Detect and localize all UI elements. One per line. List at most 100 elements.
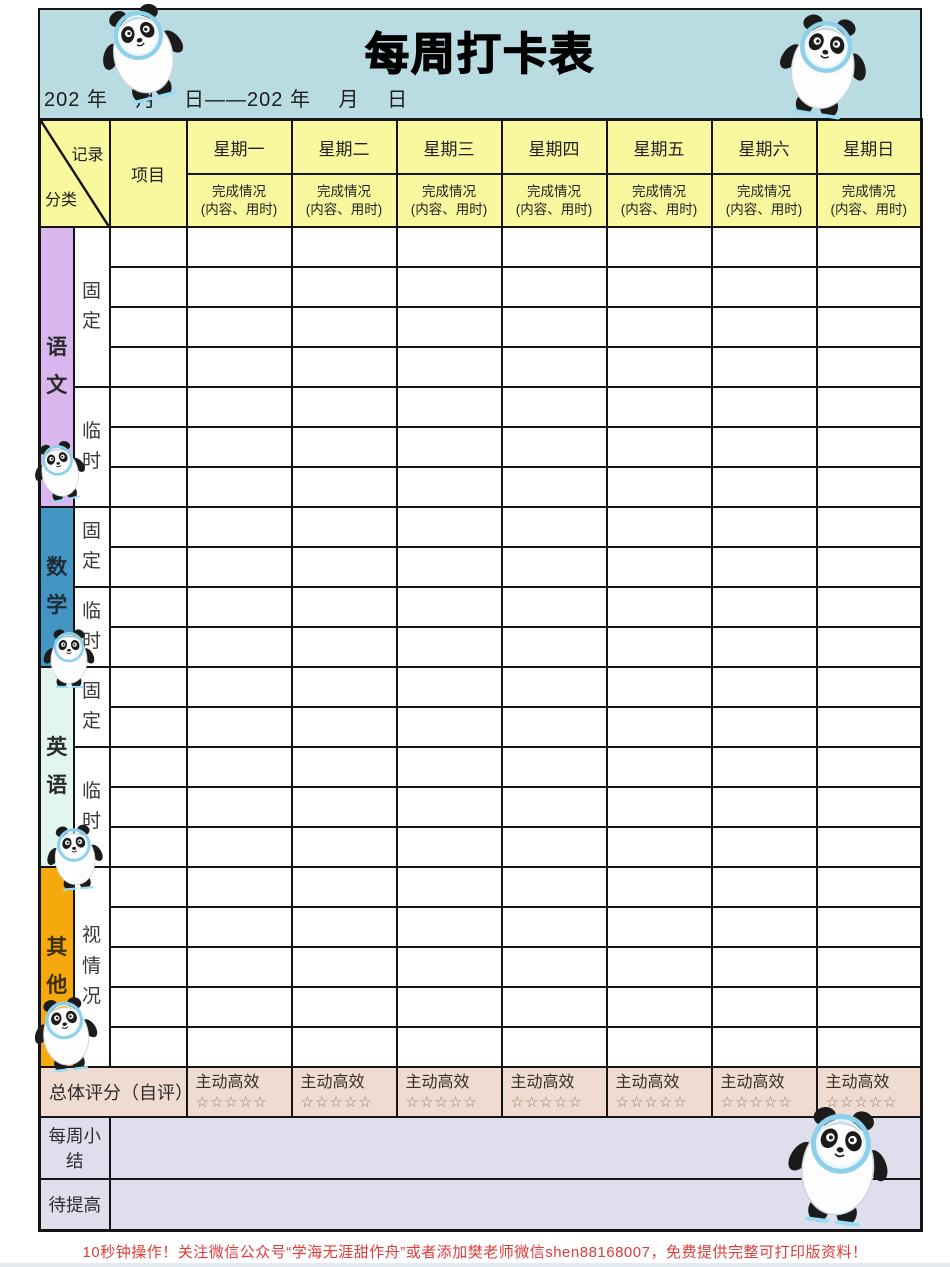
sub-label-text: 临 时	[81, 600, 101, 652]
day-cell	[290, 466, 398, 508]
completion-header-row: 完成情况 (内容、用时) 完成情况 (内容、用时) 完成情况 (内容、用时) 完成情况 (内容…	[40, 173, 923, 228]
rating-cell-5: 主动高效 ☆☆☆☆☆	[605, 1066, 713, 1118]
day-cell	[815, 586, 923, 628]
completion-line2: (内容、用时)	[725, 201, 803, 217]
completion-header-4: 完成情况 (内容、用时)	[500, 173, 608, 228]
day-cell	[290, 506, 398, 548]
day-cell	[500, 586, 608, 628]
body-row-other: 其 他视 情 况	[38, 866, 923, 1068]
day-cell	[185, 226, 293, 268]
day-cell	[395, 346, 503, 388]
day-cell	[605, 346, 713, 388]
day-cell	[710, 946, 818, 988]
day-cell	[290, 666, 398, 708]
day-cell	[290, 1026, 398, 1068]
completion-line1: 完成情况	[212, 183, 266, 199]
completion-header-5: 完成情况 (内容、用时)	[605, 173, 713, 228]
day-cell	[185, 986, 293, 1028]
rating-text: 主动高效	[825, 1074, 890, 1092]
day-cell	[815, 466, 923, 508]
day-cell	[500, 226, 608, 268]
completion-line2: (内容、用时)	[305, 201, 383, 217]
rating-cell-2: 主动高效 ☆☆☆☆☆	[290, 1066, 398, 1118]
day-header-4: 星期四	[500, 118, 608, 175]
day-cell	[500, 866, 608, 908]
completion-header-1: 完成情况 (内容、用时)	[185, 173, 293, 228]
day-cell	[710, 666, 818, 708]
body-row-math: 数 学固 定	[38, 506, 923, 668]
day-cell	[815, 546, 923, 588]
to-improve-label: 待提高	[38, 1178, 111, 1231]
sub-label-text: 固 定	[81, 680, 101, 732]
day-cell	[605, 746, 713, 788]
day-cell	[395, 1026, 503, 1068]
day-header-5: 星期五	[605, 118, 713, 175]
day-cell	[710, 346, 818, 388]
completion-header-2: 完成情况 (内容、用时)	[290, 173, 398, 228]
completion-line1: 完成情况	[632, 183, 686, 199]
day-cell	[710, 626, 818, 668]
rating-stars: ☆☆☆☆☆	[195, 1093, 268, 1111]
body-row-other	[40, 1026, 923, 1068]
day-cell	[605, 666, 713, 708]
project-cell	[108, 386, 188, 428]
category-label-math: 数 学	[46, 556, 68, 617]
project-cell	[108, 986, 188, 1028]
day-cell	[605, 426, 713, 468]
day-cell	[185, 626, 293, 668]
day-cell	[185, 666, 293, 708]
body-row-chinese	[40, 306, 923, 348]
day-cell	[710, 826, 818, 868]
body-row-english: 英 语固 定	[38, 666, 923, 868]
completion-header-6: 完成情况 (内容、用时)	[710, 173, 818, 228]
day-cell	[605, 506, 713, 548]
project-cell	[108, 906, 188, 948]
body-row-math: 临 时	[40, 586, 923, 668]
checkin-table: 记录 分类 项目 星期一 星期二 星期三 星期四 星期五 星期六 星期日 完成情况 (内容、用…	[38, 118, 923, 1232]
day-cell	[500, 306, 608, 348]
day-cell	[290, 306, 398, 348]
day-cell	[395, 546, 503, 588]
project-cell	[108, 626, 188, 668]
day-cell	[710, 586, 818, 628]
sub-label-math-1: 固 定	[72, 506, 111, 588]
category-cell-english: 英 语	[38, 666, 75, 868]
completion-line2: (内容、用时)	[830, 201, 908, 217]
sub-label-text: 临 时	[81, 420, 101, 472]
day-header-row: 记录 分类 项目 星期一 星期二 星期三 星期四 星期五 星期六 星期日	[38, 118, 923, 228]
day-cell	[605, 786, 713, 828]
day-cell	[605, 866, 713, 908]
body-row-english	[40, 786, 923, 828]
day-cell	[185, 746, 293, 788]
day-header-3: 星期三	[395, 118, 503, 175]
day-cell	[395, 706, 503, 748]
category-cell-math: 数 学	[38, 506, 75, 668]
day-cell	[395, 986, 503, 1028]
day-cell	[185, 466, 293, 508]
day-cell	[605, 546, 713, 588]
day-cell	[710, 466, 818, 508]
day-cell	[395, 586, 503, 628]
day-cell	[500, 546, 608, 588]
overall-rating-label: 总体评分（自评）	[38, 1066, 188, 1118]
day-cell	[605, 626, 713, 668]
category-cell-other: 其 他	[38, 866, 75, 1068]
day-cell	[500, 786, 608, 828]
body-row-english: 临 时	[40, 746, 923, 868]
day-cell	[815, 906, 923, 948]
day-cell	[500, 946, 608, 988]
day-cell	[605, 466, 713, 508]
sub-label-english-2: 临 时	[72, 746, 111, 868]
day-cell	[500, 466, 608, 508]
day-cell	[290, 386, 398, 428]
day-cell	[395, 946, 503, 988]
day-cell	[605, 226, 713, 268]
rating-text: 主动高效	[405, 1074, 470, 1092]
corner-label-category: 分类	[45, 192, 78, 209]
completion-line2: (内容、用时)	[410, 201, 488, 217]
day-cell	[290, 586, 398, 628]
day-cell	[395, 306, 503, 348]
page-title: 每周打卡表	[364, 29, 595, 80]
rating-stars: ☆☆☆☆☆	[615, 1093, 688, 1111]
sub-label-text: 临 时	[81, 780, 101, 832]
